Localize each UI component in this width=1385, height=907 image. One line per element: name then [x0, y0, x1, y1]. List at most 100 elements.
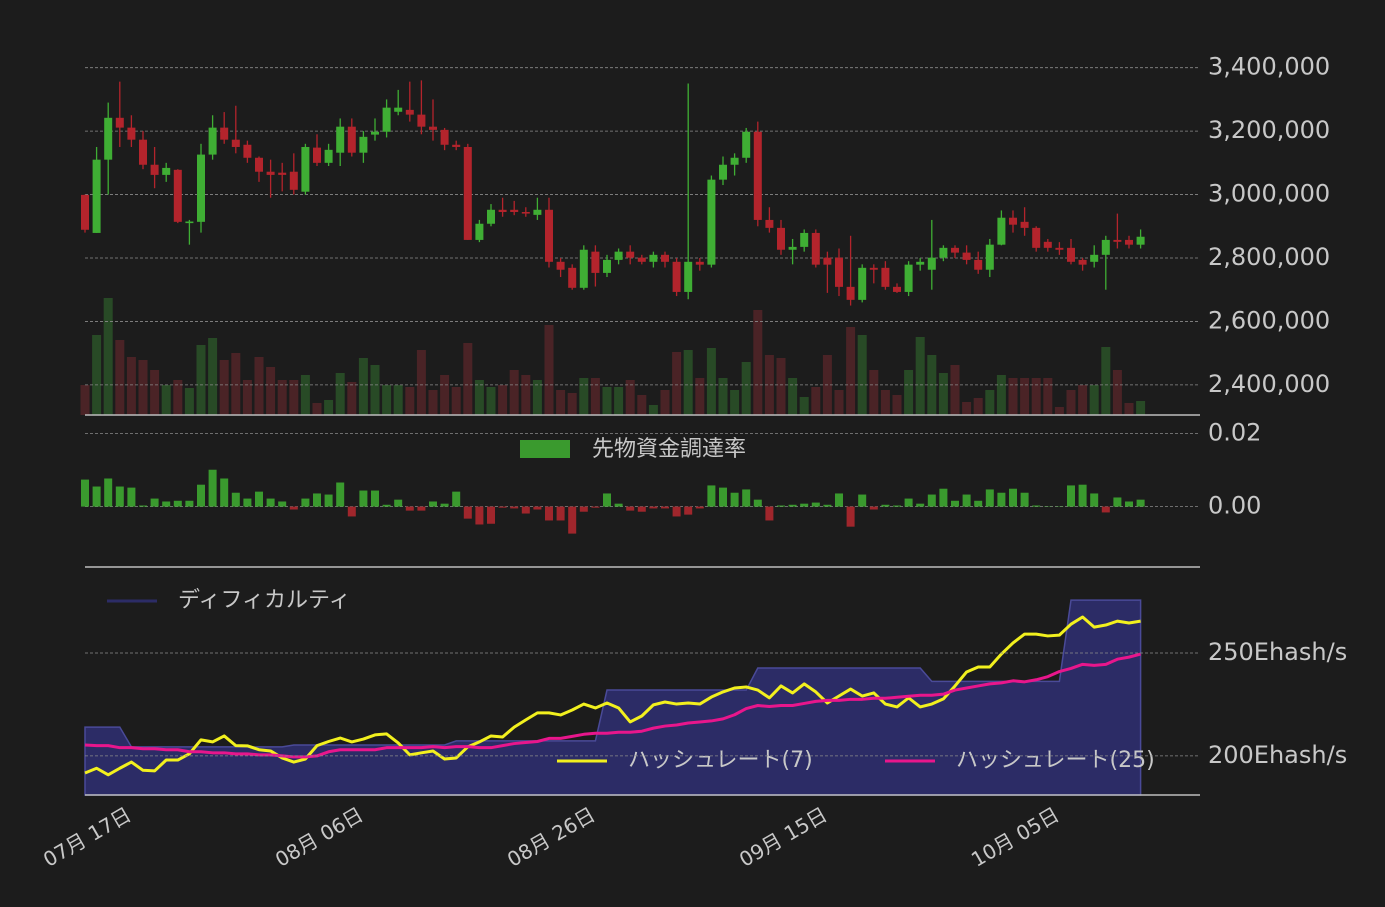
candle-body	[475, 223, 484, 240]
candle-body	[661, 254, 669, 262]
candle-body	[603, 259, 611, 273]
funding-bar	[336, 482, 345, 507]
volume-bar	[150, 370, 160, 415]
funding-bar	[243, 498, 252, 507]
volume-bar	[208, 338, 218, 415]
funding-bar	[162, 501, 171, 507]
funding-bar	[811, 502, 820, 507]
funding-bar	[115, 486, 124, 507]
funding-bar	[1009, 488, 1017, 507]
volume-bar	[300, 375, 310, 415]
y-tick-label: 3,200,000	[1208, 116, 1330, 144]
funding-bar	[533, 506, 542, 510]
difficulty-area	[84, 599, 1142, 796]
candle-body	[626, 251, 635, 258]
volume-bar	[962, 402, 972, 415]
funding-bar	[1020, 492, 1029, 507]
candle-body	[255, 157, 263, 172]
candle-body	[672, 261, 681, 292]
funding-bar	[231, 492, 240, 507]
candle-body	[452, 144, 461, 147]
funding-bar	[510, 506, 519, 509]
funding-bar	[429, 501, 437, 507]
volume-bar	[242, 380, 252, 415]
funding-bar	[707, 485, 716, 507]
volume-bar	[1054, 407, 1064, 415]
volume-bar	[358, 358, 368, 415]
candle-body	[1032, 227, 1041, 248]
hashrate-line	[84, 652, 1141, 759]
candle-body	[139, 139, 147, 165]
candle-body	[81, 194, 89, 230]
legend-label: ハッシュレート(25)	[956, 748, 1155, 773]
volume-bar	[776, 358, 786, 415]
volume-bar	[567, 393, 577, 415]
volume-bar	[231, 353, 241, 415]
volume-bar	[138, 360, 148, 415]
candle-body	[881, 267, 890, 287]
candle-body	[974, 259, 983, 270]
volume-bar	[544, 325, 554, 415]
candle-body	[649, 254, 658, 262]
candle-body	[765, 219, 774, 228]
funding-bar	[788, 504, 797, 507]
volume-bar	[637, 395, 647, 415]
candle-body	[707, 179, 716, 265]
funding-bar	[916, 503, 925, 507]
candle-body	[347, 126, 356, 153]
funding-bar	[730, 492, 739, 507]
candle-body	[127, 127, 136, 140]
funding-bar	[220, 478, 229, 507]
funding-bar	[405, 506, 414, 511]
funding-bar	[440, 503, 449, 507]
funding-bar	[951, 500, 959, 507]
candle-body	[336, 126, 345, 153]
funding-bar	[962, 494, 971, 507]
candle-body	[614, 251, 623, 260]
funding-bar	[858, 494, 867, 507]
candle-body	[173, 169, 182, 222]
candle-body	[904, 264, 913, 292]
funding-bar	[939, 488, 948, 507]
funding-bar	[301, 498, 310, 507]
volume-bar	[277, 380, 287, 415]
candle-body	[556, 261, 565, 270]
volume-bar	[498, 385, 508, 415]
volume-bar	[161, 385, 171, 415]
volume-bar	[764, 355, 774, 415]
funding-bar	[985, 489, 994, 507]
funding-bar	[626, 506, 635, 511]
volume-bar	[1031, 378, 1041, 415]
volume-bar	[416, 350, 426, 415]
candle-body	[429, 126, 437, 130]
funding-bar	[1067, 485, 1075, 507]
funding-bar	[997, 492, 1006, 507]
volume-bar	[219, 360, 229, 415]
volume-bar	[985, 390, 995, 415]
volume-bar	[1101, 347, 1111, 415]
volume-bar	[590, 378, 600, 415]
volume-bar	[915, 337, 925, 415]
candle-body	[916, 261, 925, 265]
funding-bar	[371, 490, 379, 507]
candle-body	[278, 172, 287, 175]
candle-body	[417, 114, 426, 127]
volume-bar	[973, 398, 983, 415]
funding-bar	[127, 487, 136, 507]
candle-body	[568, 267, 577, 288]
funding-bar	[545, 506, 553, 521]
funding-bar	[765, 506, 774, 521]
candle-body	[115, 117, 124, 128]
volume-bar	[289, 380, 299, 415]
volume-bar	[730, 390, 740, 415]
candle-body	[1101, 239, 1110, 255]
funding-bar	[823, 504, 832, 507]
funding-bar	[695, 506, 704, 509]
volume-bar	[614, 387, 624, 415]
volume-bar	[393, 385, 403, 415]
funding-bar	[777, 505, 785, 507]
volume-bar	[556, 390, 566, 415]
volume-bar	[103, 298, 113, 415]
funding-bar	[684, 506, 693, 515]
